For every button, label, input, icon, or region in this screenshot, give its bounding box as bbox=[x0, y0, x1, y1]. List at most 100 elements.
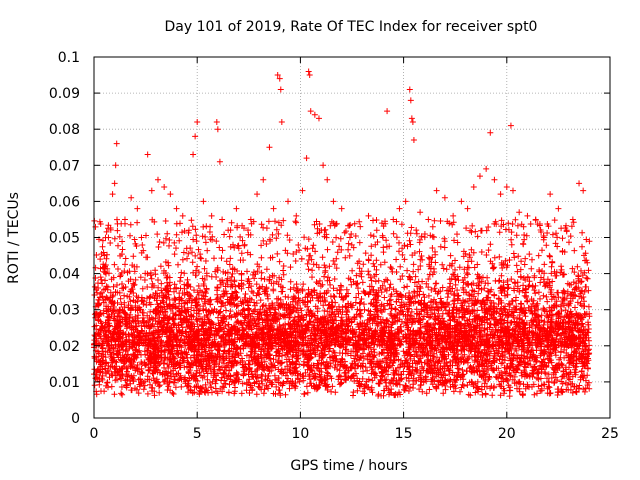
data-point bbox=[270, 205, 277, 212]
data-point bbox=[278, 118, 285, 125]
data-point bbox=[433, 187, 440, 194]
data-point bbox=[497, 191, 504, 198]
data-point bbox=[161, 183, 168, 190]
y-tick-label: 0.1 bbox=[58, 50, 80, 66]
data-point bbox=[285, 198, 292, 205]
y-tick-label: 0.07 bbox=[49, 158, 80, 174]
x-tick-label: 0 bbox=[90, 426, 99, 442]
data-point bbox=[417, 209, 424, 216]
data-point bbox=[390, 216, 397, 223]
data-point bbox=[491, 176, 498, 183]
data-point bbox=[200, 198, 207, 205]
data-point bbox=[408, 115, 415, 122]
data-point bbox=[509, 187, 516, 194]
data-point bbox=[396, 205, 403, 212]
y-tick-label: 0.05 bbox=[49, 231, 80, 247]
y-tick-label: 0.08 bbox=[49, 122, 80, 138]
x-axis-ticks: 0 5 10 15 20 25 bbox=[90, 57, 619, 442]
x-axis-label: GPS time / hours bbox=[290, 458, 407, 474]
data-point bbox=[167, 191, 174, 198]
data-point bbox=[407, 97, 414, 104]
data-point bbox=[241, 241, 248, 248]
data-point bbox=[409, 118, 416, 125]
data-point bbox=[111, 180, 118, 187]
data-point bbox=[109, 191, 116, 198]
data-point bbox=[173, 205, 180, 212]
y-tick-label: 0 bbox=[71, 411, 80, 427]
data-point bbox=[192, 133, 199, 140]
data-point bbox=[425, 216, 432, 223]
data-point bbox=[476, 173, 483, 180]
data-point bbox=[260, 176, 267, 183]
data-point bbox=[190, 151, 197, 158]
x-tick-label: 20 bbox=[498, 426, 516, 442]
data-point bbox=[384, 108, 391, 115]
dense-point-cloud-path bbox=[91, 216, 593, 400]
data-point bbox=[254, 191, 261, 198]
data-point bbox=[406, 86, 413, 93]
x-tick-label: 5 bbox=[193, 426, 202, 442]
data-point bbox=[338, 205, 345, 212]
data-point bbox=[569, 216, 576, 223]
data-point bbox=[179, 212, 186, 219]
data-point bbox=[441, 194, 448, 201]
data-point bbox=[144, 151, 151, 158]
data-point bbox=[503, 183, 510, 190]
y-tick-label: 0.04 bbox=[49, 267, 80, 283]
data-point bbox=[379, 234, 386, 241]
data-point bbox=[410, 137, 417, 144]
data-point bbox=[148, 187, 155, 194]
data-point bbox=[185, 227, 192, 234]
data-point bbox=[97, 256, 104, 263]
data-point bbox=[458, 198, 465, 205]
data-point bbox=[95, 285, 102, 292]
x-tick-label: 10 bbox=[291, 426, 309, 442]
data-point bbox=[576, 180, 583, 187]
data-point bbox=[547, 191, 554, 198]
data-point bbox=[214, 126, 221, 133]
data-point bbox=[138, 234, 145, 241]
data-point bbox=[516, 209, 523, 216]
data-point bbox=[464, 205, 471, 212]
data-point bbox=[112, 162, 119, 169]
y-tick-label: 0.06 bbox=[49, 194, 80, 210]
dense-point-cloud bbox=[91, 216, 593, 400]
data-point bbox=[487, 129, 494, 136]
data-point bbox=[105, 234, 112, 241]
data-point bbox=[277, 86, 284, 93]
data-point bbox=[357, 223, 364, 230]
data-point bbox=[101, 252, 108, 259]
data-point bbox=[128, 194, 135, 201]
data-point bbox=[293, 212, 300, 219]
y-tick-label: 0.02 bbox=[49, 339, 80, 355]
data-point bbox=[306, 72, 313, 79]
data-point bbox=[303, 155, 310, 162]
data-point bbox=[208, 212, 215, 219]
data-point bbox=[266, 144, 273, 151]
data-point bbox=[276, 75, 283, 82]
data-point bbox=[121, 216, 128, 223]
data-point bbox=[320, 162, 327, 169]
data-point bbox=[194, 118, 201, 125]
data-point bbox=[555, 205, 562, 212]
data-point bbox=[233, 205, 240, 212]
data-point bbox=[470, 183, 477, 190]
data-point bbox=[307, 108, 314, 115]
data-point bbox=[483, 165, 490, 172]
data-point bbox=[507, 122, 514, 129]
data-point bbox=[346, 234, 353, 241]
data-point bbox=[373, 227, 380, 234]
data-point bbox=[311, 111, 318, 118]
y-tick-label: 0.03 bbox=[49, 303, 80, 319]
data-point bbox=[213, 118, 220, 125]
data-point bbox=[540, 234, 547, 241]
y-axis-ticks: 0 0.01 0.02 0.03 0.04 0.05 0.06 0.07 0.08 0.09 0.1 bbox=[49, 50, 610, 427]
data-point bbox=[134, 205, 141, 212]
data-point bbox=[584, 259, 591, 266]
data-point bbox=[450, 212, 457, 219]
data-point bbox=[330, 198, 337, 205]
data-point bbox=[315, 115, 322, 122]
data-point bbox=[305, 68, 312, 75]
data-point bbox=[524, 212, 531, 219]
